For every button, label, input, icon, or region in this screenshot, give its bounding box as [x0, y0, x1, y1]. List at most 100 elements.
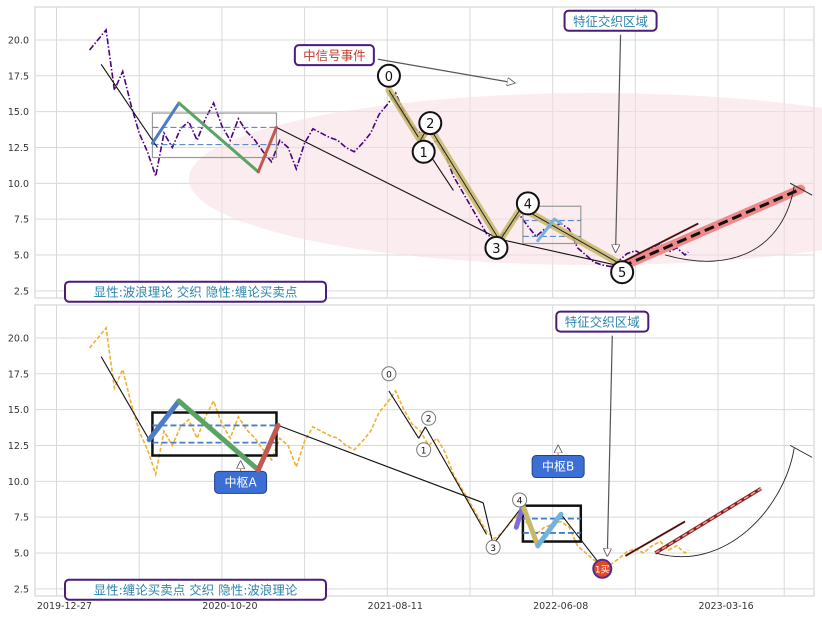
top-inner-stroke: [552, 217, 563, 225]
top-y-tick-label: 20.0: [8, 35, 29, 46]
top-segment-label: 0: [385, 70, 393, 85]
bottom-panel: 2.5 5.0 7.5 10.0 12.5 15.0 17.5 20.0 2019-12-27 2…: [8, 304, 815, 612]
bottom-bi-line: [418, 426, 426, 439]
top-y-tick-label: 2.5: [14, 286, 29, 297]
top-annotation-arrow: [616, 34, 622, 252]
bottom-projection-arc: [655, 448, 795, 558]
bottom-zhongshu-label: 中枢B: [542, 459, 574, 474]
bottom-buy-point-label: 1买: [595, 564, 610, 575]
top-annotation-arrow: [377, 58, 515, 83]
bottom-buy-point-marker: [592, 558, 613, 579]
top-wave-segment-core: [388, 89, 421, 141]
top-segment-marker: [376, 63, 401, 88]
bottom-segment-marker: [416, 442, 432, 458]
top-annotation-text: 特征交织区域: [573, 14, 648, 29]
bottom-inner-stroke: [255, 422, 281, 473]
top-inner-stroke: [177, 101, 260, 174]
top-annotation-box: [293, 44, 375, 67]
bottom-y-tick-label: 2.5: [14, 584, 29, 595]
top-panel: 2.5 5.0 7.5 10.0 12.5 15.0 17.5 20.0 0 1 2 3 4 5 中信号事件…: [8, 6, 822, 303]
bottom-annotation-box: [555, 310, 650, 333]
bottom-inner-stroke: [146, 398, 182, 443]
bottom-y-tick-label: 7.5: [14, 513, 29, 524]
bottom-x-tick-label: 2022-06-08: [533, 601, 588, 612]
top-zhongshu-box: [522, 205, 582, 245]
top-y-tick-label: 15.0: [8, 107, 29, 118]
top-feature-ellipse: [188, 93, 822, 266]
top-annotation-text: 中信号事件: [303, 48, 366, 63]
bottom-y-tick-label: 15.0: [8, 405, 29, 416]
bottom-y-tick-label: 12.5: [8, 441, 29, 452]
top-projection-tick: [789, 182, 813, 196]
bottom-trend-dashed: [654, 487, 762, 554]
bottom-segment-label: 3: [490, 544, 496, 554]
top-wave-segment-core: [499, 207, 522, 241]
top-inner-stroke: [150, 101, 181, 145]
top-y-tick-label: 17.5: [8, 71, 29, 82]
bottom-x-tick-label: 2021-08-11: [368, 601, 423, 612]
bottom-price-line: [88, 325, 689, 566]
top-segment-marker: [515, 191, 540, 216]
bottom-annotation-text: 特征交织区域: [565, 315, 640, 330]
bottom-segment-label: 4: [517, 496, 523, 506]
top-segment-label: 2: [426, 117, 434, 132]
top-segment-label: 5: [618, 266, 626, 281]
bottom-x-tick-label: 2023-03-16: [698, 601, 753, 612]
top-segment-marker: [418, 111, 443, 136]
top-y-tick-label: 5.0: [14, 250, 29, 261]
bottom-zhongshu-label-box: [531, 455, 585, 479]
top-inner-stroke: [256, 125, 278, 174]
top-segment-label: 1: [420, 146, 428, 161]
bottom-projection-tick: [789, 444, 813, 458]
top-bi-line: [100, 64, 158, 148]
bottom-annotation-text: 显性:缠论买卖点 交织 隐性:波浪理论: [94, 583, 298, 598]
bottom-inner-stroke: [535, 511, 564, 549]
top-trend-extra-core: [621, 223, 699, 263]
bottom-segment-marker: [421, 410, 437, 426]
bottom-bi-line: [560, 513, 603, 568]
top-segment-marker: [484, 235, 509, 260]
bottom-y-tick-label: 5.0: [14, 548, 29, 559]
top-annotation-box: [64, 280, 327, 303]
top-y-tick-label: 12.5: [8, 143, 29, 154]
bottom-trend-extra-core: [625, 521, 686, 557]
bottom-segment-label: 2: [426, 415, 432, 425]
bottom-x-tick-label: 2019-12-27: [37, 601, 92, 612]
top-segment-marker: [411, 139, 436, 164]
bottom-annotation-arrow: [607, 335, 613, 556]
bottom-zhongshu-box: [521, 504, 583, 543]
top-annotation-box: [563, 9, 658, 32]
top-segment-label: 4: [524, 197, 532, 212]
top-bi-line: [499, 238, 623, 267]
bottom-zhongshu-label: 中枢A: [224, 474, 257, 489]
bottom-bi-line: [388, 390, 420, 439]
bottom-segment-label: 1: [421, 446, 427, 456]
top-trend-dashed: [621, 187, 802, 268]
bottom-inner-stroke: [176, 398, 261, 473]
bottom-bi-line: [492, 505, 524, 545]
bottom-bi-line: [100, 356, 150, 441]
bottom-segment-label: 0: [386, 370, 392, 380]
top-bi-line: [276, 126, 500, 240]
bottom-bi-line: [277, 424, 484, 504]
top-segment-label: 3: [492, 242, 500, 257]
top-wave-segment-core: [428, 125, 501, 241]
top-segment-marker: [610, 260, 635, 285]
top-y-tick-label: 10.0: [8, 179, 29, 190]
top-projection-arc: [665, 186, 795, 262]
bottom-bi-line: [482, 502, 494, 545]
bottom-y-tick-label: 20.0: [8, 333, 29, 344]
top-zhongshu-box: [151, 112, 278, 159]
top-inner-stroke: [536, 217, 556, 243]
bottom-segment-marker: [381, 366, 397, 382]
bottom-y-tick-label: 10.0: [8, 477, 29, 488]
top-wave-segment-core: [521, 207, 623, 266]
bottom-inner-stroke: [520, 503, 541, 549]
bottom-y-tick-label: 17.5: [8, 369, 29, 380]
top-annotation-text: 显性:波浪理论 交织 隐性:缠论买卖点: [94, 285, 298, 300]
bottom-segment-marker: [485, 539, 501, 555]
bottom-annotation-box: [64, 578, 327, 601]
bottom-x-tick-label: 2020-10-20: [202, 601, 257, 612]
